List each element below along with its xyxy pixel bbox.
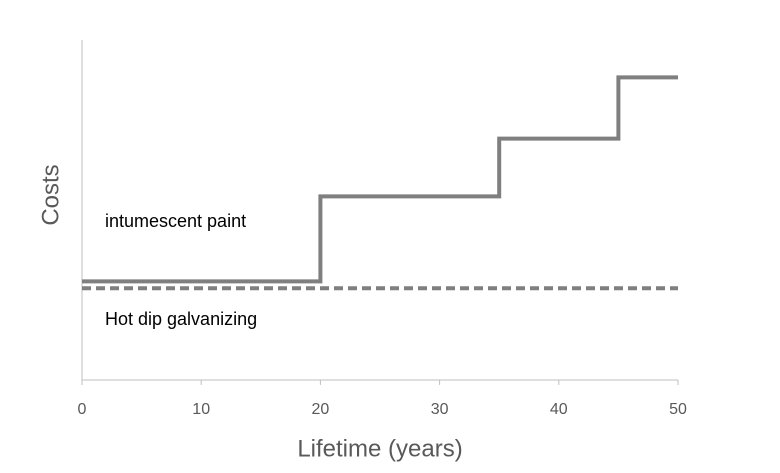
x-axis-title: Lifetime (years) (297, 435, 462, 462)
series-line (82, 75, 678, 284)
y-axis-title: Costs (37, 164, 64, 225)
series-label: Hot dip galvanizing (105, 309, 257, 329)
x-tick-label: 50 (669, 401, 687, 418)
x-tick-label: 20 (312, 401, 330, 418)
x-tick-label: 10 (192, 401, 210, 418)
x-tick-label: 40 (550, 401, 568, 418)
x-tick-label: 0 (78, 401, 87, 418)
x-tick-label: 30 (431, 401, 449, 418)
series-label: intumescent paint (105, 211, 246, 231)
